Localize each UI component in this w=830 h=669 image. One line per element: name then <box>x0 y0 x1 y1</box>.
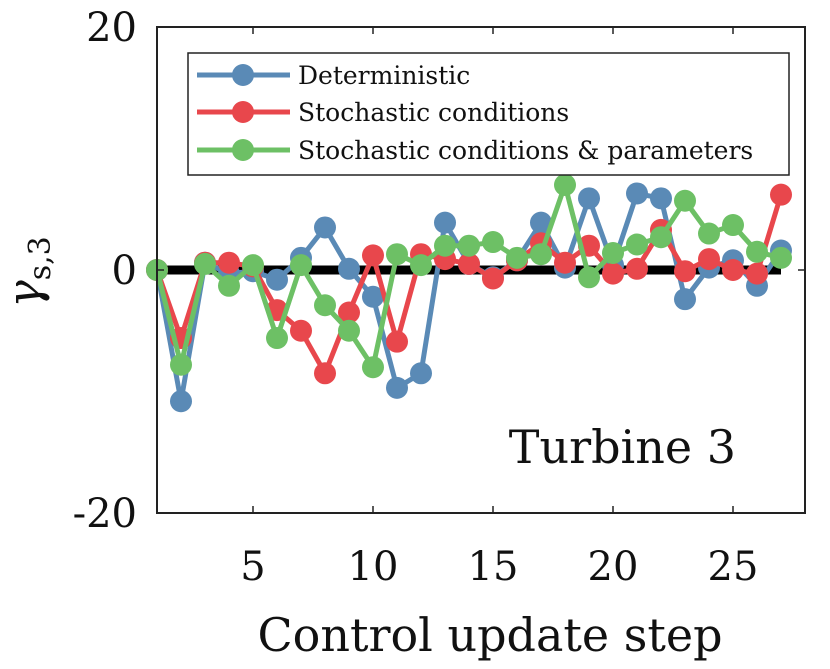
x-tick-label: 15 <box>468 544 519 590</box>
turbine-annotation: Turbine 3 <box>509 420 736 474</box>
legend-marker-swatch <box>232 64 254 86</box>
data-point <box>218 251 240 274</box>
legend-entries: Deterministic Stochastic conditions Stocha… <box>197 61 753 165</box>
series-layer <box>146 173 792 413</box>
data-point <box>362 244 384 267</box>
y-tick-label-bottom: -20 <box>73 491 137 537</box>
data-point <box>602 262 624 285</box>
data-point <box>458 252 480 275</box>
data-point <box>314 362 336 385</box>
data-point <box>170 390 192 413</box>
data-point <box>626 182 648 205</box>
y-tick-label-top: 20 <box>86 5 137 51</box>
data-point <box>362 285 384 308</box>
data-point <box>506 246 528 269</box>
data-point <box>386 376 408 399</box>
data-point <box>266 268 288 291</box>
data-point <box>530 211 552 234</box>
data-point <box>170 353 192 376</box>
data-point <box>194 252 216 275</box>
data-point <box>338 301 360 324</box>
y-axis-label-main: γ <box>0 280 51 308</box>
data-point <box>218 274 240 297</box>
data-point <box>266 327 288 350</box>
data-point <box>290 319 312 342</box>
data-point <box>434 211 456 234</box>
data-point <box>746 240 768 263</box>
data-point <box>770 183 792 206</box>
legend-marker-swatch <box>232 101 254 123</box>
data-point <box>554 251 576 274</box>
legend: Deterministic Stochastic conditions Stocha… <box>187 52 790 176</box>
ticks-layer <box>157 26 805 514</box>
data-point <box>722 259 744 281</box>
legend-label: Deterministic <box>298 61 470 90</box>
legend-entry: Deterministic <box>197 61 470 90</box>
x-tick-label: 10 <box>348 544 399 590</box>
data-point <box>434 234 456 257</box>
legend-entry: Stochastic conditions <box>197 98 569 127</box>
data-point <box>650 226 672 249</box>
data-point <box>386 243 408 266</box>
y-axis-label: γs,3 <box>0 236 58 308</box>
data-point <box>674 189 696 212</box>
x-tick-labels: 5 10 15 20 25 <box>240 544 758 590</box>
data-point <box>242 254 264 277</box>
legend-label: Stochastic conditions <box>298 98 569 127</box>
data-point <box>722 214 744 237</box>
svg-text:γs,3: γs,3 <box>0 236 58 308</box>
legend-label: Stochastic conditions & parameters <box>298 136 753 165</box>
x-tick-label: 20 <box>588 544 639 590</box>
x-tick-label: 25 <box>708 544 759 590</box>
data-point <box>626 257 648 280</box>
y-tick-label-middle: 0 <box>112 248 137 294</box>
data-point <box>338 257 360 280</box>
series-3 <box>146 173 792 379</box>
data-point <box>314 216 336 239</box>
data-point <box>650 187 672 210</box>
data-point <box>602 241 624 264</box>
data-point <box>698 248 720 271</box>
data-point <box>530 243 552 266</box>
data-point <box>554 173 576 196</box>
data-point <box>482 231 504 254</box>
data-point <box>410 362 432 385</box>
data-point <box>410 254 432 277</box>
data-point <box>746 262 768 285</box>
data-point <box>770 246 792 269</box>
x-axis-label: Control update step <box>257 608 722 662</box>
data-point <box>458 234 480 257</box>
y-axis-label-subscript: s,3 <box>23 236 58 280</box>
data-point <box>386 330 408 353</box>
data-point <box>674 288 696 311</box>
data-point <box>698 222 720 245</box>
data-point <box>674 260 696 283</box>
data-point <box>314 294 336 317</box>
data-point <box>338 319 360 342</box>
data-point <box>626 233 648 256</box>
data-point <box>482 267 504 290</box>
legend-marker-swatch <box>232 139 254 161</box>
legend-entry: Stochastic conditions & parameters <box>197 136 753 165</box>
data-point <box>578 187 600 210</box>
data-point <box>290 254 312 277</box>
data-point <box>578 266 600 289</box>
data-point <box>362 356 384 379</box>
x-tick-label: 5 <box>240 544 265 590</box>
